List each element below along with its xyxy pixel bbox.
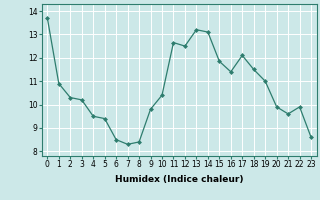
X-axis label: Humidex (Indice chaleur): Humidex (Indice chaleur) bbox=[115, 175, 244, 184]
